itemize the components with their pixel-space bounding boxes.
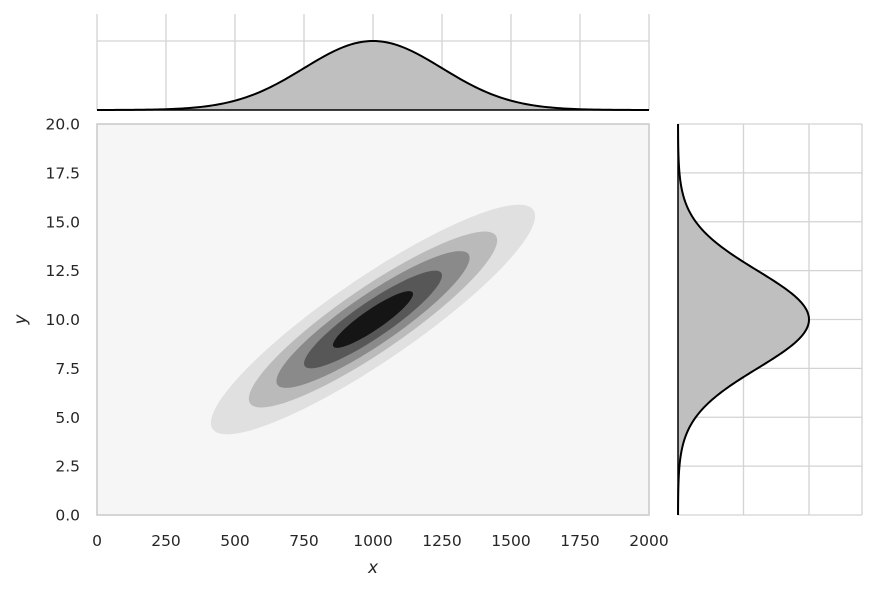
x-marginal-panel	[96, 14, 650, 111]
x-tick-label: 1750	[560, 532, 599, 550]
y-tick-label: 15.0	[45, 213, 80, 231]
joint-panel: 0 250 500 750 1000 1250 1500 1750 2000 0.0 2.5 5.0…	[11, 116, 669, 579]
y-tick-label: 0.0	[55, 507, 80, 525]
x-tick-label: 250	[151, 532, 181, 550]
y-tick-label: 2.5	[55, 458, 80, 476]
y-marginal-panel	[677, 123, 863, 516]
y-marginal-density-line	[677, 123, 811, 516]
density-contours	[210, 204, 536, 435]
x-marginal-density-fill	[97, 41, 649, 110]
x-tick-label: 2000	[629, 532, 668, 550]
y-tick-label: 20.0	[45, 116, 80, 134]
y-marginal-density-fill	[678, 124, 809, 515]
x-tick-label: 1000	[353, 532, 392, 550]
y-tick-label: 12.5	[45, 262, 80, 280]
x-axis-label: x	[367, 558, 379, 578]
x-tick-labels: 0 250 500 750 1000 1250 1500 1750 2000	[92, 532, 669, 550]
x-marginal-density-line	[96, 39, 650, 111]
x-tick-label: 750	[289, 532, 319, 550]
y-tick-label: 17.5	[45, 164, 80, 182]
y-tick-label: 10.0	[45, 311, 80, 329]
x-tick-label: 500	[220, 532, 250, 550]
y-axis-label: y	[11, 314, 31, 326]
x-tick-label: 1250	[422, 532, 461, 550]
y-tick-label: 7.5	[55, 360, 80, 378]
x-tick-label: 1500	[491, 532, 530, 550]
contour-level-5	[332, 291, 414, 348]
y-tick-label: 5.0	[55, 409, 80, 427]
joint-frame	[96, 123, 650, 516]
y-tick-labels: 0.0 2.5 5.0 7.5 10.0 12.5 15.0 17.5 20.0	[45, 116, 80, 525]
x-tick-label: 0	[92, 532, 102, 550]
